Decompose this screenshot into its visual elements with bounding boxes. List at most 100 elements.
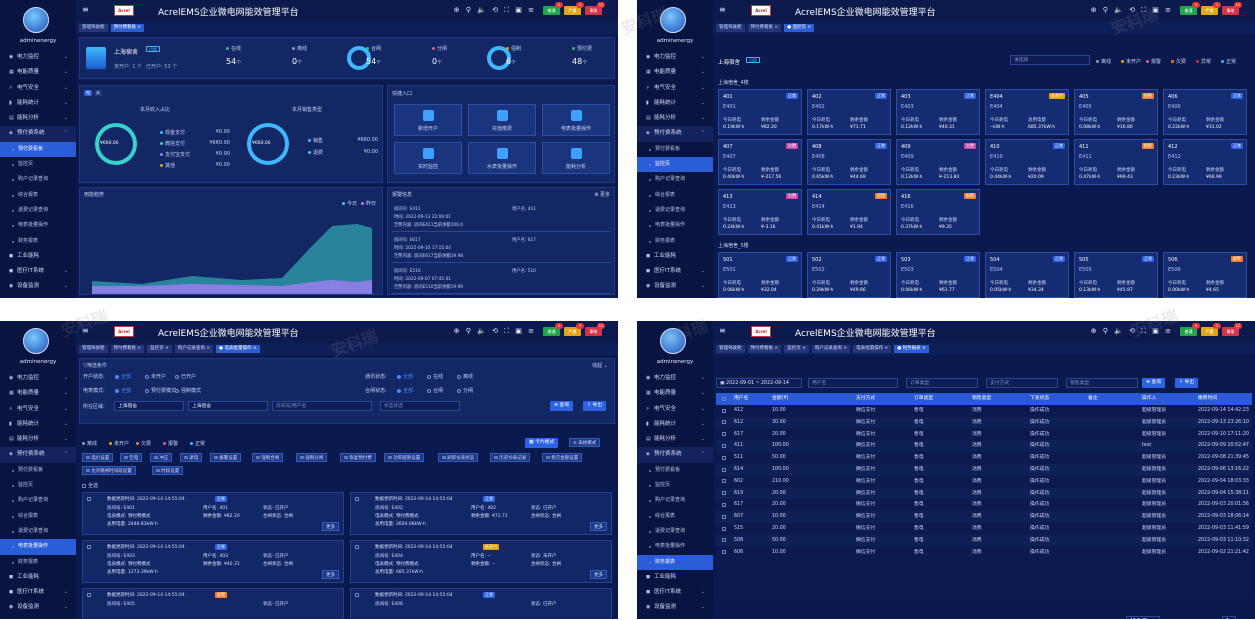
sidebar-subitem[interactable]: 购户记录查询 (0, 493, 76, 508)
sidebar-item[interactable]: ◼ 医疗IT系统 ⌄ (0, 585, 76, 600)
sidebar-item[interactable]: ⚡ 电气安全 ⌄ (637, 402, 713, 417)
room-tile[interactable]: 410 E410 正常 今日耗电 剩余金额 0.44kW·h ¥20.09 (985, 139, 1069, 185)
area-select-1[interactable]: 上海宿舍 (114, 401, 184, 411)
batch-op-button[interactable]: ⊟ 刷新仪表状态 (438, 453, 479, 462)
page-tab[interactable]: 管理驾驶舱 (79, 24, 108, 32)
page-tab[interactable]: ● 财务报表 × (894, 345, 929, 353)
sidebar-item[interactable]: ◼ 医疗IT系统 ⌄ (637, 264, 713, 279)
column-header[interactable]: 订单类型 (914, 396, 934, 401)
table-row[interactable]: 508 50.00 微信支付 售电 消费 操作成功 超级管理员 2022-09-03 11:1… (716, 534, 1252, 547)
sidebar-item[interactable]: ▦ 电能质量 ⌄ (637, 65, 713, 80)
table-row[interactable]: 607 10.00 微信支付 售电 消费 操作成功 超级管理员 2022-09-03 18:0… (716, 511, 1252, 523)
alarm-badge[interactable]: 普通 0 (1180, 323, 1200, 336)
checkbox-icon[interactable] (722, 455, 726, 460)
room-tile[interactable]: 502 E502 正常 今日耗电 剩余金额 0.29kW·h ¥49.66 (807, 252, 891, 298)
alarm-item[interactable]: 房间号: E411 时间: 2022-09-13 22:00:01 告警内容: 房间… (392, 204, 610, 232)
sidebar-subitem[interactable]: 综合报表 (637, 509, 713, 524)
checkbox-icon[interactable] (722, 526, 726, 531)
open-status-option[interactable]: 未开户 (145, 373, 166, 380)
menu-toggle-icon[interactable]: ≡ (82, 5, 89, 14)
device-card[interactable]: 数据更新时间: 2022-09-14 14:55:04 正常 房间号: E401 用户… (82, 492, 344, 535)
sidebar-subitem[interactable]: 监控页 (0, 157, 76, 172)
checkbox-icon[interactable] (87, 545, 91, 549)
sidebar-item[interactable]: ▮ 能耗统计 ⌄ (637, 417, 713, 432)
room-tile[interactable]: 401 E401 正常 今日耗电 剩余金额 0.19kW·h ¥82.20 (718, 89, 802, 135)
page-tab[interactable]: 购户记录查询 × (174, 345, 214, 353)
sidebar-item[interactable]: ◼ 工业能耗 (0, 570, 76, 585)
sidebar-item[interactable]: ▮ 能耗统计 ⌄ (637, 96, 713, 111)
page-tab[interactable]: 管理驾驶舱 (79, 345, 108, 353)
column-header[interactable]: 备注 (1088, 396, 1098, 401)
sidebar-item[interactable]: ◉ 设备监测 ⌄ (0, 600, 76, 615)
sidebar-subitem[interactable]: 退费记录查询 (637, 203, 713, 218)
comm-status-option[interactable]: 全部 (397, 373, 413, 380)
sidebar-item[interactable]: ◼ 工业能耗 (637, 249, 713, 264)
device-card[interactable]: 数据更新时间: 2022-09-14 14:55:04 正常 房间号: E402 用户… (350, 492, 612, 535)
page-tab[interactable]: 监控页 × (784, 345, 809, 353)
more-button[interactable]: 更多 (590, 570, 607, 579)
goto-page-input[interactable]: 1 (1222, 616, 1236, 619)
checkbox-icon[interactable] (722, 502, 726, 507)
page-tab[interactable]: 预付费看板 × (110, 345, 145, 353)
sidebar-subitem[interactable]: 监控页 (637, 478, 713, 493)
quick-entry-button[interactable]: 实时监控 (394, 142, 462, 174)
sidebar-item[interactable]: ▮ 能耗统计 ⌄ (0, 417, 76, 432)
checkbox-icon[interactable] (722, 467, 726, 472)
sidebar-subitem[interactable]: 监控页 (0, 478, 76, 493)
room-tile[interactable]: 406 E406 正常 今日耗电 剩余金额 0.22kW·h ¥31.02 (1163, 89, 1247, 135)
more-button[interactable]: 更多 (590, 522, 607, 531)
sidebar-item[interactable]: ◉ 设备监测 ⌄ (637, 279, 713, 294)
sidebar-item[interactable]: ◼ 工业能耗 (637, 570, 713, 585)
sidebar-item[interactable]: ⚡ 电气安全 ⌄ (0, 81, 76, 96)
batch-op-button[interactable]: ⊟ 强制合闸 (252, 453, 284, 462)
sidebar-subitem[interactable]: 财务报表 (0, 555, 76, 570)
checkbox-icon[interactable] (722, 538, 726, 543)
menu-toggle-icon[interactable]: ≡ (719, 326, 726, 335)
checkbox-icon[interactable] (722, 420, 726, 425)
quick-entry-button[interactable]: 能耗分析 (542, 142, 610, 174)
toolbar-icons[interactable]: ⊕ ⚲ 🔈 ⟲ ⛶ ▣ ≡ (453, 6, 536, 14)
quick-entry-button[interactable]: 电表批量操作 (542, 104, 610, 136)
sidebar-item[interactable]: ◈ 预付费系统 ⌃ (0, 126, 76, 142)
checkbox-icon[interactable] (722, 479, 726, 484)
batch-op-button[interactable]: ⊟ 历史抄表记录 (490, 453, 531, 462)
checkbox-icon[interactable] (355, 593, 359, 597)
page-tab[interactable]: 购户记录查询 × (811, 345, 851, 353)
toolbar-icons[interactable]: ⊕ ⚲ 🔈 ⟲ ⛶ ▣ ≡ (453, 327, 536, 335)
page-tab[interactable]: ● 监控页 × (784, 24, 815, 32)
device-card[interactable]: 数据更新时间: 2022-09-14 14:55:04 正常 房间号: E406 状态… (350, 588, 612, 619)
sidebar-item[interactable]: ▤ 能耗分析 ⌄ (637, 432, 713, 447)
column-header[interactable]: 用户名 (734, 396, 749, 401)
sidebar-subitem[interactable]: 预付费看板 (0, 463, 76, 478)
sidebar-subitem[interactable]: 综合报表 (637, 188, 713, 203)
sidebar-item[interactable]: ▤ 能耗分析 ⌄ (0, 111, 76, 126)
device-card[interactable]: 数据更新时间: 2022-09-14 14:55:04 报警 房间号: E405 状态… (82, 588, 344, 619)
gate-status-option[interactable]: 全部 (397, 387, 413, 394)
sidebar-item[interactable]: ▤ 能耗分析 ⌄ (0, 432, 76, 447)
sidebar-subitem[interactable]: 退费记录查询 (0, 203, 76, 218)
sidebar-subitem[interactable]: 退费记录查询 (0, 524, 76, 539)
checkbox-icon[interactable] (722, 514, 726, 519)
checkbox-icon[interactable] (722, 432, 726, 437)
checkbox-icon[interactable] (722, 491, 726, 496)
open-status-option[interactable]: 已开户 (175, 373, 196, 380)
sidebar-subitem[interactable]: 财务报表 (0, 234, 76, 249)
more-button[interactable]: 更多 (322, 522, 339, 531)
column-header[interactable]: 缴费时间 (1198, 396, 1218, 401)
room-tile[interactable]: 504 E504 正常 今日耗电 剩余金额 0.05kW·h ¥34.34 (985, 252, 1069, 298)
table-row[interactable]: 617 20.00 微信支付 售电 消费 操作成功 超级管理员 2022-09-10 17:1… (716, 429, 1252, 441)
alarm-badge[interactable]: 事故 12 (1222, 323, 1242, 336)
room-tile[interactable]: 506 E506 报警 今日耗电 剩余金额 0.00kW·h ¥4.65 (1163, 252, 1247, 298)
export-button[interactable]: ⇪ 导出 (583, 401, 607, 411)
sidebar-item[interactable]: ▤ 能耗分析 ⌄ (637, 111, 713, 126)
checkbox-icon[interactable] (722, 443, 726, 448)
sidebar-subitem[interactable]: 购户记录查询 (0, 172, 76, 187)
table-row[interactable]: 602 210.00 微信支付 售电 消费 操作成功 超级管理员 2022-09-04 18:… (716, 476, 1252, 488)
room-tile[interactable]: 402 E402 正常 今日耗电 剩余金额 0.17kW·h ¥71.71 (807, 89, 891, 135)
switch-site-button[interactable]: 切换 (146, 46, 160, 52)
toolbar-icons[interactable]: ⊕ ⚲ 🔈 ⟲ ⛶ ▣ ≡ (1090, 6, 1173, 14)
column-header[interactable]: 金额(¥) (772, 396, 789, 401)
sidebar-item[interactable]: ▦ 电能质量 ⌄ (0, 65, 76, 80)
sidebar-subitem[interactable]: 购户记录查询 (637, 172, 713, 187)
alarm-badge[interactable]: 普通 0 (1180, 2, 1200, 15)
